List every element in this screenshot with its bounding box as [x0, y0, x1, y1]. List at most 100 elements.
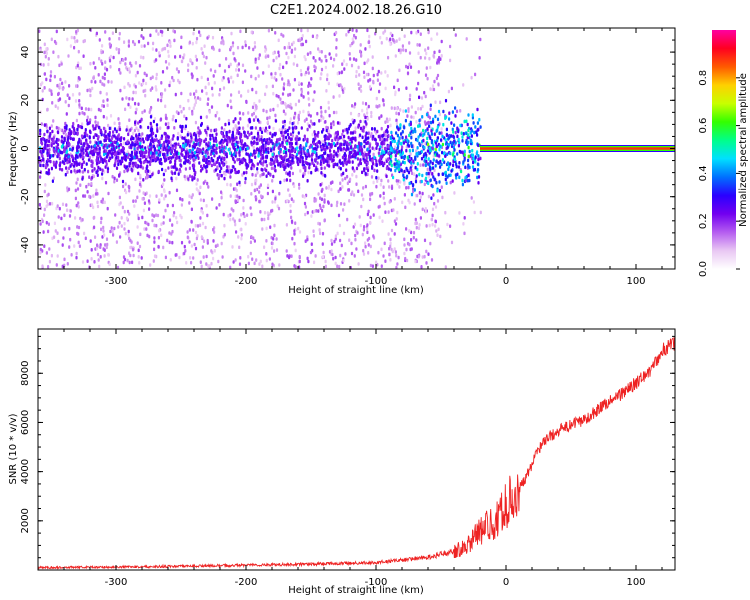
- spectrogram-cell: [115, 166, 119, 170]
- spectrogram-cell: [307, 110, 310, 115]
- spectrogram-cell: [352, 225, 355, 229]
- spectrogram-cell: [103, 254, 106, 258]
- spectrogram-cell: [329, 149, 332, 153]
- spectrogram-cell: [91, 124, 95, 128]
- spectrogram-cell: [103, 233, 106, 237]
- spectrogram-cell: [134, 90, 137, 95]
- spectrogram-cell: [263, 217, 266, 222]
- spectrogram-cell: [365, 131, 368, 135]
- spectrogram-cell: [410, 144, 413, 149]
- spectrogram-cell: [367, 58, 370, 62]
- spectrogram-cell: [132, 164, 135, 168]
- spectrogram-cell: [191, 41, 194, 46]
- spectrogram-cell: [294, 47, 297, 51]
- spectrogram-cell: [180, 203, 183, 207]
- spectrogram-cell: [90, 159, 93, 163]
- spectrogram-cell: [252, 118, 256, 122]
- spectrogram-cell: [450, 121, 453, 125]
- spectrogram-cell: [68, 96, 71, 101]
- spectrogram-cell: [433, 132, 436, 136]
- spectrogram-cell: [161, 33, 164, 37]
- spectrogram-cell: [206, 213, 209, 218]
- spectrogram-cell: [182, 106, 185, 111]
- spectrogram-cell: [338, 135, 341, 140]
- spectrogram-cell: [421, 191, 424, 196]
- spectrogram-cell: [236, 45, 240, 50]
- spectrogram-cell: [306, 127, 309, 132]
- spectrogram-cell: [467, 165, 470, 169]
- spectrogram-cell: [244, 158, 247, 163]
- spectrogram-cell: [226, 103, 229, 108]
- spectrogram-cell: [398, 149, 401, 154]
- spectrogram-cell: [317, 209, 320, 213]
- spectrogram-cell: [175, 215, 178, 220]
- spectrogram-cell: [283, 149, 286, 154]
- spectrogram-cell: [72, 164, 76, 168]
- spectrogram-cell: [94, 126, 97, 131]
- spectrogram-cell: [273, 233, 276, 238]
- spectrogram-cell: [149, 174, 152, 179]
- spectrogram-cell: [457, 165, 461, 169]
- spectrogram-cell: [384, 120, 387, 124]
- spectrogram-cell: [316, 111, 319, 116]
- spectrogram-cell: [297, 113, 300, 118]
- spectrogram-cell: [84, 131, 87, 135]
- spectrogram-cell: [351, 41, 354, 46]
- spectrogram-cell: [174, 142, 178, 146]
- spectrogram-cell: [414, 221, 417, 226]
- spectrogram-cell: [250, 235, 253, 239]
- spectrogram-cell: [147, 199, 151, 203]
- spectrogram-cell: [229, 99, 232, 103]
- spectrogram-cell: [83, 194, 87, 198]
- spectrogram-cell: [289, 132, 292, 137]
- spectrogram-cell: [234, 170, 237, 175]
- spectrogram-cell: [355, 166, 359, 171]
- spectrogram-cell: [296, 146, 299, 150]
- spectrogram-cell: [432, 54, 435, 58]
- spectrogram-cell: [198, 143, 201, 147]
- spectrogram-cell: [309, 83, 312, 88]
- spectrogram-cell: [222, 171, 226, 176]
- spectrogram-cell: [285, 249, 288, 253]
- spectrogram-cell: [193, 172, 197, 177]
- spectrogram-cell: [46, 129, 49, 134]
- spectrogram-cell: [298, 145, 301, 150]
- spectrogram-cell: [129, 128, 132, 132]
- spectrogram-cell: [410, 141, 413, 146]
- spectrogram-cell: [81, 170, 84, 174]
- spectrogram-cell: [83, 167, 86, 172]
- spectrogram-cell: [96, 169, 99, 173]
- spectrogram-cell: [435, 229, 438, 233]
- spectrogram-cell: [240, 213, 243, 217]
- spectrogram-cell: [351, 131, 354, 135]
- spectrogram-cell: [281, 77, 284, 81]
- spectrogram-cell: [300, 89, 303, 94]
- spectrogram-cell: [104, 130, 107, 134]
- spectrogram-cell: [195, 89, 198, 94]
- spectrogram-cell: [427, 131, 430, 136]
- spectrogram-cell: [477, 154, 480, 158]
- spectrogram-cell: [207, 141, 210, 145]
- spectrogram-cell: [279, 72, 282, 77]
- spectrogram-cell: [375, 141, 378, 146]
- spectrogram-cell: [249, 152, 252, 157]
- spectrogram-cell: [248, 132, 251, 137]
- spectrogram-cell: [264, 92, 267, 97]
- spectrogram-cell: [254, 173, 257, 178]
- spectrogram-cell: [101, 62, 104, 66]
- spectrogram-cell: [76, 169, 79, 174]
- spectrogram-cell: [258, 199, 261, 204]
- spectrogram-cell: [289, 144, 292, 149]
- spectrogram-cell: [57, 215, 60, 219]
- spectrogram-cell: [253, 151, 256, 155]
- spectrogram-cell: [169, 44, 172, 48]
- spectrogram-cell: [45, 138, 48, 143]
- spectrogram-cell: [94, 66, 97, 70]
- spectrogram-cell: [364, 115, 367, 120]
- spectrogram-cell: [256, 170, 259, 175]
- spectrogram-cell: [220, 173, 223, 178]
- spectrogram-cell: [356, 151, 359, 155]
- spectrogram-cell: [274, 119, 278, 123]
- spectrogram-cell: [371, 127, 374, 131]
- spectrogram-cell: [446, 145, 449, 150]
